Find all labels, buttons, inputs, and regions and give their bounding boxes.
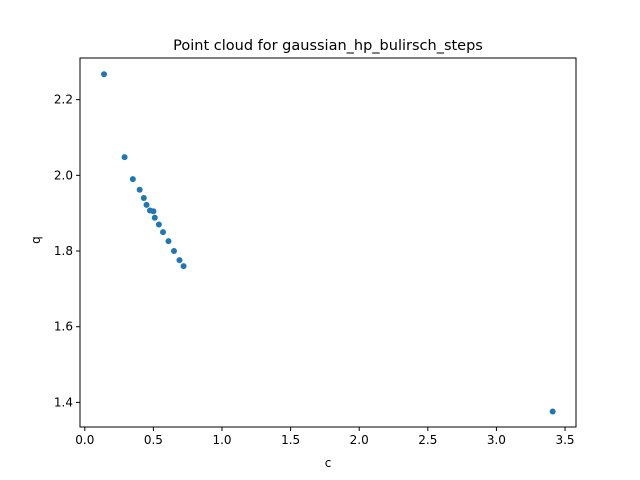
plot-frame [79, 57, 577, 428]
data-point [160, 229, 167, 236]
x-tick-label: 3.5 [555, 433, 574, 447]
data-point [136, 186, 143, 193]
x-tick-label: 0.5 [144, 433, 163, 447]
y-tick-label: 1.4 [54, 395, 73, 409]
data-points [101, 71, 556, 415]
data-point [129, 176, 136, 183]
data-point [140, 195, 147, 202]
y-axis-ticks: 1.4 1.6 1.8 2.0 2.2 [54, 93, 80, 409]
x-tick-label: 2.0 [350, 433, 369, 447]
plot-area [79, 57, 577, 428]
data-point [180, 263, 187, 270]
data-point [176, 257, 183, 264]
data-point [121, 154, 128, 161]
data-point [170, 248, 177, 255]
data-point [155, 221, 162, 228]
data-point [549, 408, 556, 415]
x-axis-ticks: 0.0 0.5 1.0 1.5 2.0 2.5 3.0 3.5 [75, 427, 575, 447]
data-point [165, 238, 172, 245]
y-tick-label: 2.2 [54, 93, 73, 107]
data-point [101, 71, 108, 78]
data-point [150, 208, 157, 215]
y-tick-label: 1.6 [54, 320, 73, 334]
x-tick-label: 2.5 [418, 433, 437, 447]
y-tick-label: 1.8 [54, 244, 73, 258]
y-axis-label: q [29, 236, 43, 244]
x-tick-label: 1.0 [212, 433, 231, 447]
y-tick-label: 2.0 [54, 168, 73, 182]
chart-title: Point cloud for gaussian_hp_bulirsch_ste… [173, 38, 483, 54]
x-tick-label: 0.0 [75, 433, 94, 447]
x-tick-label: 3.0 [487, 433, 506, 447]
data-point [151, 214, 158, 221]
x-axis-label: c [325, 456, 332, 470]
data-point [143, 201, 150, 208]
x-tick-label: 1.5 [281, 433, 300, 447]
